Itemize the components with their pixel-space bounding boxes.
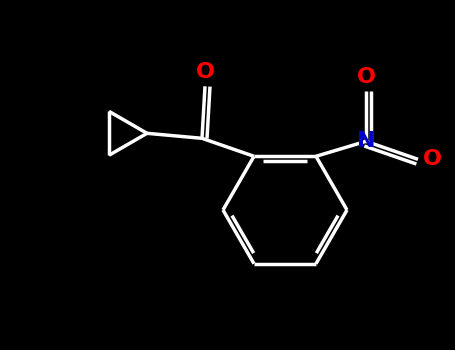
Text: N: N xyxy=(357,131,375,151)
Text: O: O xyxy=(423,149,441,169)
Text: O: O xyxy=(196,62,214,82)
Text: O: O xyxy=(357,67,375,87)
